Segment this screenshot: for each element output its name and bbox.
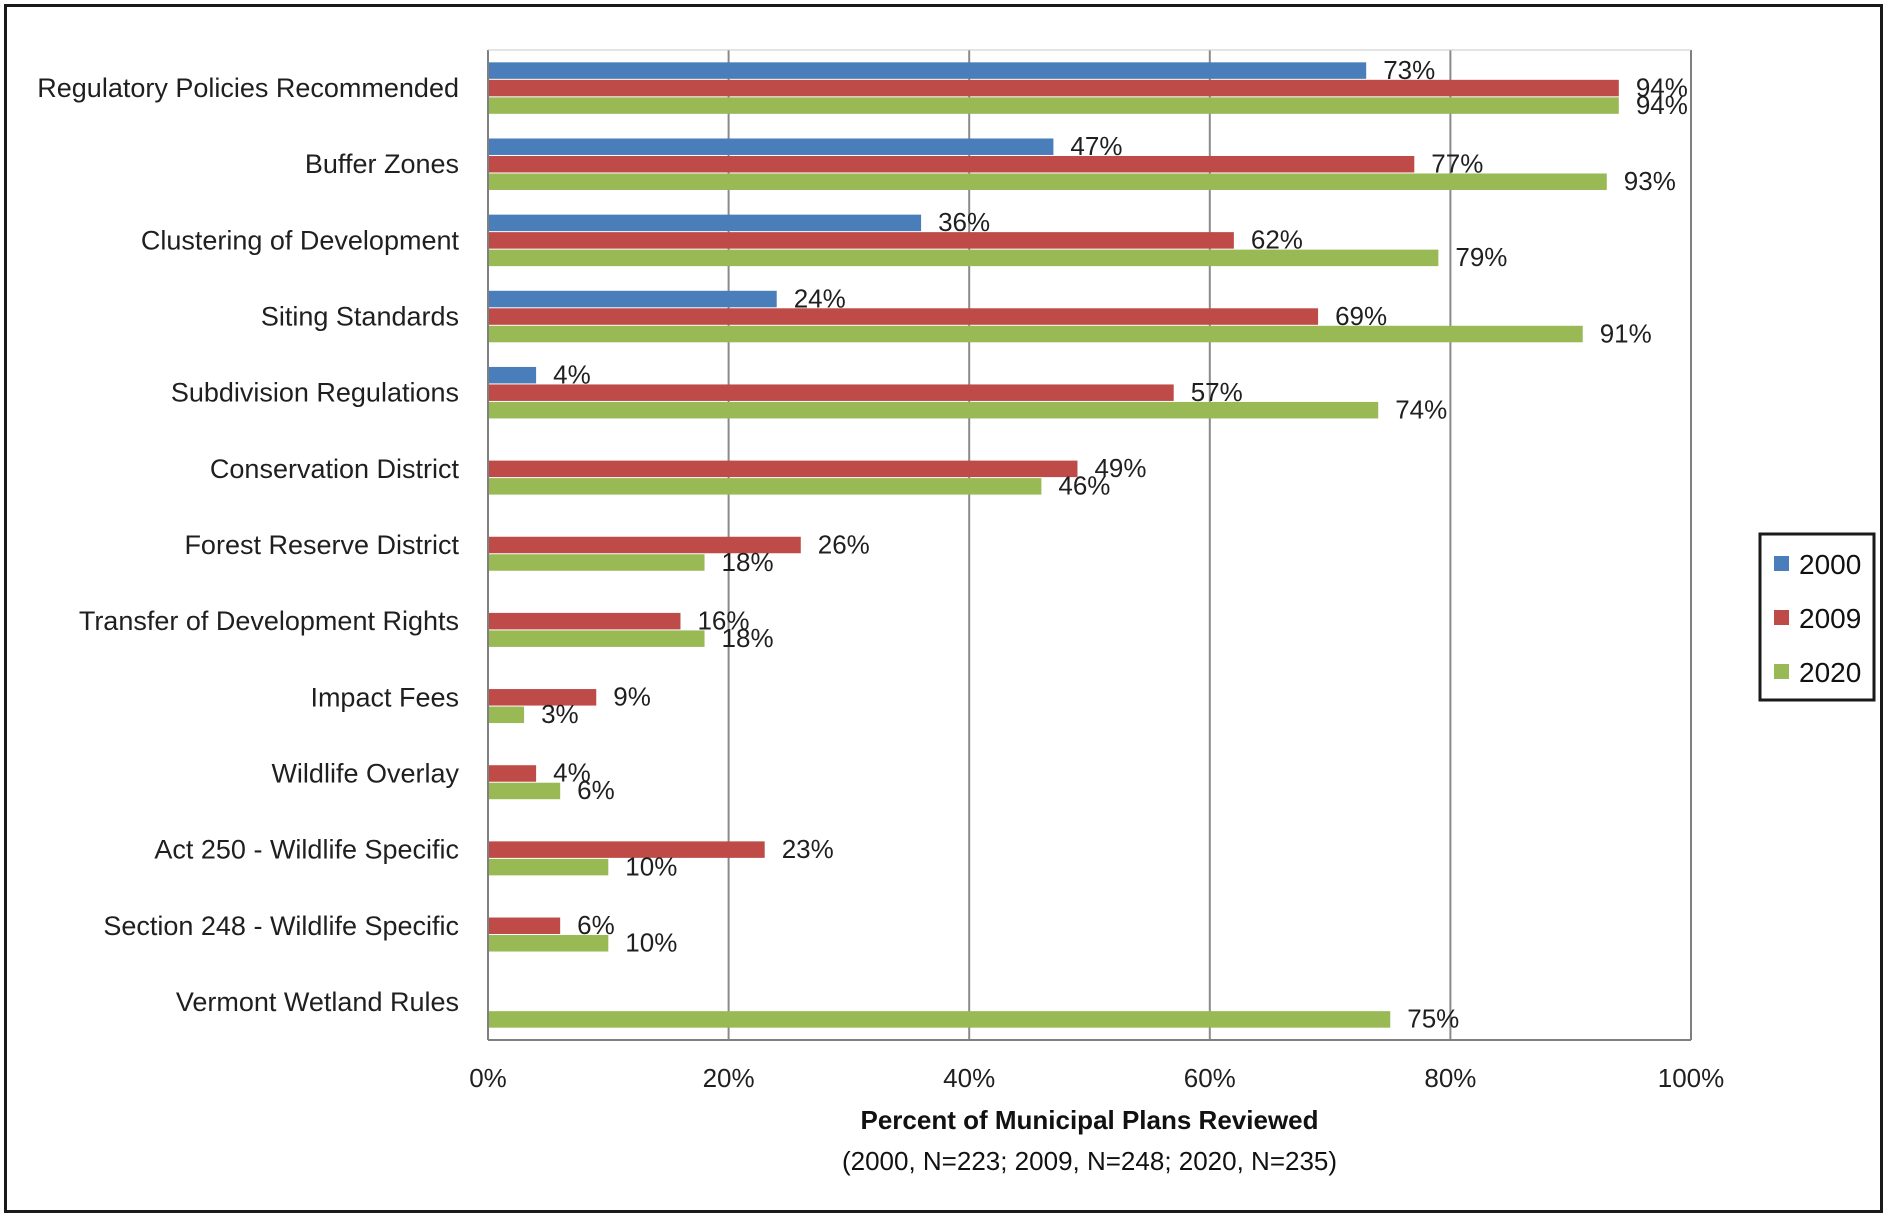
data-label-2020: 18% xyxy=(722,623,774,653)
legend: 2000 2009 2020 xyxy=(1758,532,1876,702)
data-label-2000: 36% xyxy=(938,207,990,237)
data-label-2009: 6% xyxy=(577,910,615,940)
chart-frame: 73% 94% 94% 47% 77% 93% 36% 62% 79% 24% 69% 91% 4% 57… xyxy=(4,4,1883,1213)
data-label-2020: 10% xyxy=(625,928,677,958)
legend-swatch-2020 xyxy=(1774,664,1789,679)
bar-2009 xyxy=(489,155,1415,173)
data-label-2009: 26% xyxy=(818,529,870,559)
category-labels: Regulatory Policies Recommended Buffer Zo… xyxy=(37,73,459,1017)
bar-2000 xyxy=(489,214,922,232)
data-label-2009: 57% xyxy=(1191,377,1243,407)
bar-2020 xyxy=(489,249,1439,267)
data-label-2009: 62% xyxy=(1251,225,1303,255)
category-label: Conservation District xyxy=(210,454,460,484)
bar-2009 xyxy=(489,765,537,782)
data-label-2009: 69% xyxy=(1335,301,1387,331)
bar-2000 xyxy=(489,290,777,308)
data-label-2009: 9% xyxy=(613,682,651,712)
data-label-2000: 47% xyxy=(1070,131,1122,161)
value-labels: 73% 94%94% 47% 77% 93% 36% 62% 79% 24% 69% 91% 4% 57… xyxy=(541,55,1688,1034)
bar-2009 xyxy=(489,689,597,706)
bar-2009 xyxy=(489,79,1619,97)
x-tick-label: 80% xyxy=(1424,1063,1476,1093)
legend-label-2020: 2020 xyxy=(1799,657,1861,688)
bar-2020 xyxy=(489,630,705,647)
bar-2020 xyxy=(489,706,525,724)
x-tick-label: 40% xyxy=(943,1063,995,1093)
data-label-2009: 94% xyxy=(1636,72,1688,102)
legend-swatch-2009 xyxy=(1774,610,1789,625)
category-label: Act 250 - Wildlife Specific xyxy=(154,835,459,865)
data-label-2020: 3% xyxy=(541,699,579,729)
x-tick-label: 100% xyxy=(1658,1063,1725,1093)
bar-2009 xyxy=(489,232,1234,249)
bar-2020 xyxy=(489,401,1379,419)
category-label: Section 248 - Wildlife Specific xyxy=(103,911,459,941)
bar-2000 xyxy=(489,366,537,384)
bars xyxy=(489,62,1619,1028)
x-tick-label: 0% xyxy=(469,1063,507,1093)
data-label-2020: 18% xyxy=(722,547,774,577)
x-tick-labels: 0% 20% 40% 60% 80% 100% xyxy=(469,1063,1724,1093)
data-label-2009: 16% xyxy=(697,605,749,635)
data-label-2020: 94% xyxy=(1636,90,1688,120)
bar-2020 xyxy=(489,478,1042,495)
data-label-2009: 49% xyxy=(1094,453,1146,483)
bar-2020 xyxy=(489,325,1583,343)
bar-2000 xyxy=(489,62,1367,79)
category-label: Vermont Wetland Rules xyxy=(176,987,459,1017)
bar-2000 xyxy=(489,138,1054,155)
data-label-2020: 74% xyxy=(1395,394,1447,424)
data-label-2020: 93% xyxy=(1624,166,1676,196)
data-label-2009: 4% xyxy=(553,758,591,788)
category-label: Regulatory Policies Recommended xyxy=(37,73,459,103)
bar-2009 xyxy=(489,308,1319,325)
bar-2020 xyxy=(489,97,1619,114)
legend-swatch-2000 xyxy=(1774,556,1789,571)
data-label-2009: 77% xyxy=(1431,148,1483,178)
category-label: Clustering of Development xyxy=(141,225,460,255)
bar-2009 xyxy=(489,841,765,858)
bar-chart: 73% 94%94% 47% 77% 93% 36% 62% 79% 24% 69% 91% 4% 57… xyxy=(37,49,1876,1176)
data-label-2020: 46% xyxy=(1058,471,1110,501)
data-label-2020: 79% xyxy=(1455,242,1507,272)
category-label: Forest Reserve District xyxy=(184,530,459,560)
bar-2009 xyxy=(489,612,681,630)
bar-2009 xyxy=(489,917,561,935)
category-label: Transfer of Development Rights xyxy=(79,606,459,636)
data-label-2000: 73% xyxy=(1383,55,1435,85)
category-label: Buffer Zones xyxy=(305,149,459,179)
x-axis-subtitle: (2000, N=223; 2009, N=248; 2020, N=235) xyxy=(842,1146,1337,1176)
data-label-2020: 91% xyxy=(1600,318,1652,348)
category-label: Siting Standards xyxy=(261,302,459,332)
bar-2009 xyxy=(489,536,801,554)
bar-2020 xyxy=(489,935,609,952)
x-tick-label: 20% xyxy=(703,1063,755,1093)
x-tick-label: 60% xyxy=(1184,1063,1236,1093)
data-label-2000: 24% xyxy=(794,283,846,313)
legend-label-2000: 2000 xyxy=(1799,549,1861,580)
x-axis-title: Percent of Municipal Plans Reviewed xyxy=(860,1105,1318,1135)
bar-2020 xyxy=(489,782,561,800)
bar-2020 xyxy=(489,1011,1391,1028)
bar-2009 xyxy=(489,460,1078,478)
category-label: Subdivision Regulations xyxy=(171,378,459,408)
data-label-2000: 4% xyxy=(553,359,591,389)
data-label-2020: 10% xyxy=(625,851,677,881)
bar-2020 xyxy=(489,554,705,571)
bar-2009 xyxy=(489,384,1174,401)
category-label: Wildlife Overlay xyxy=(271,758,459,788)
data-label-2020: 6% xyxy=(577,775,615,805)
bar-2020 xyxy=(489,858,609,876)
data-label-2009: 23% xyxy=(782,834,834,864)
bar-2020 xyxy=(489,173,1607,190)
legend-label-2009: 2009 xyxy=(1799,603,1861,634)
data-label-2020: 75% xyxy=(1407,1004,1459,1034)
category-label: Impact Fees xyxy=(310,682,459,712)
